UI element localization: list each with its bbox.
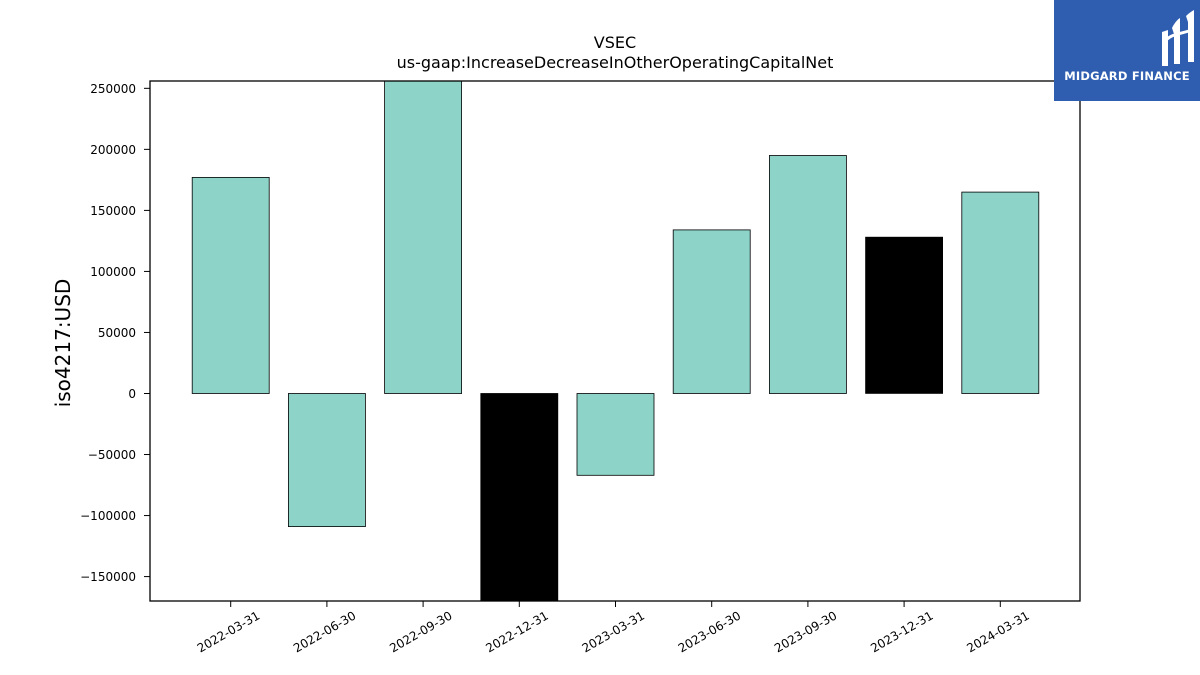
y-axis-ticks: 250000 200000 150000 100000 50000 0 −50000 −100… [80,82,150,584]
x-tick-label: 2023-03-31 [580,608,647,655]
y-tick-label: 0 [128,387,136,401]
bar-2024-03-31 [961,191,1040,394]
y-tick-label: −150000 [80,570,136,584]
y-tick-label: 100000 [90,265,136,279]
y-tick-label: 200000 [90,143,136,157]
x-tick-label: 2022-12-31 [483,608,550,655]
bar-2023-09-30 [769,155,847,394]
bar-2022-03-31 [191,176,270,394]
y-tick-label: 250000 [90,82,136,96]
x-tick-label: 2023-06-30 [676,608,743,655]
y-tick-label: −50000 [88,448,136,462]
bar-2022-12-31 [480,393,559,602]
x-axis-ticks: 2022-03-31 2022-06-30 2022-09-30 2022-12-31… [195,601,1032,655]
bar-2022-09-30 [384,80,463,394]
x-tick-label: 2024-03-31 [964,608,1031,655]
x-tick-label: 2023-12-31 [868,608,935,655]
bar-2023-03-31 [576,393,655,476]
y-tick-label: 150000 [90,204,136,218]
midgard-logo-icon [1162,10,1194,66]
chart-title: VSEC [594,33,636,52]
x-tick-label: 2022-03-31 [195,608,262,655]
plot-frame [149,80,1081,602]
y-axis-label: iso4217:USD [51,279,75,408]
bar-2023-06-30 [672,229,751,394]
x-tick-label: 2023-09-30 [772,608,839,655]
x-tick-label: 2022-09-30 [387,608,454,655]
y-tick-label: −100000 [80,509,136,523]
bar-2022-06-30 [287,393,366,528]
midgard-finance-logo: MIDGARD FINANCE [1054,0,1200,101]
bar-2023-12-31 [865,236,943,394]
chart-subtitle: us-gaap:IncreaseDecreaseInOtherOperating… [397,53,834,72]
logo-text: MIDGARD FINANCE [1064,69,1190,83]
bars-group [191,80,1040,602]
x-tick-label: 2022-06-30 [291,608,358,655]
y-tick-label: 50000 [98,326,136,340]
